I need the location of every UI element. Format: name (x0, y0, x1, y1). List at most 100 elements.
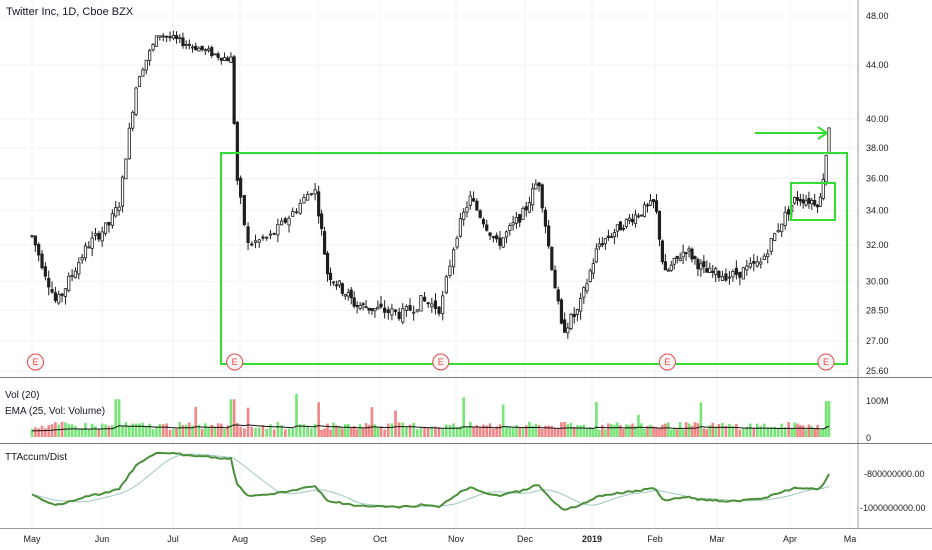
candle (702, 255, 706, 274)
candle (708, 262, 712, 274)
earnings-badge[interactable]: E (27, 353, 44, 371)
volume-bar (97, 428, 101, 437)
volume-bar (819, 429, 822, 437)
candle (727, 270, 732, 285)
candle (612, 228, 616, 245)
volume-bar (511, 427, 515, 437)
candle (67, 272, 71, 293)
volume-bar (544, 425, 547, 437)
candle (741, 266, 745, 280)
price-tick: 30.00 (866, 276, 889, 286)
volume-bar (349, 427, 353, 437)
volume-bar (165, 423, 168, 437)
price-tick: 34.00 (866, 206, 889, 216)
volume-bar (628, 425, 631, 437)
volume-bar (455, 427, 459, 437)
volume-bar (824, 401, 828, 437)
volume-bar (361, 427, 365, 437)
svg-text:E: E (823, 357, 829, 367)
candle (441, 290, 445, 321)
volume-bar (478, 427, 482, 437)
candle (824, 154, 828, 186)
volume-bar (827, 401, 831, 437)
price-tick: 25.60 (866, 366, 889, 376)
earnings-badge[interactable]: E (658, 353, 676, 371)
candle (501, 237, 505, 249)
candle (624, 218, 629, 229)
volume-bar (405, 426, 408, 437)
volume-bar (693, 422, 697, 437)
volume-bar (566, 424, 570, 437)
candle (261, 234, 265, 241)
volume-bar (197, 424, 201, 437)
volume-bar (269, 424, 272, 437)
candle (430, 297, 434, 313)
candle (556, 286, 560, 305)
volume-bar (675, 429, 679, 437)
earnings-badge[interactable]: E (817, 353, 835, 371)
volume-bar (714, 426, 717, 437)
svg-text:E: E (32, 357, 38, 367)
candle (137, 75, 142, 88)
accum-tick-upper: -800000000.00 (864, 469, 925, 479)
candle (376, 300, 380, 310)
svg-text:E: E (232, 357, 238, 367)
volume-bar (731, 425, 735, 437)
volume-bar (390, 423, 394, 437)
earnings-badge[interactable]: E (226, 353, 244, 371)
volume-bar (34, 427, 37, 437)
volume-bar (107, 426, 111, 437)
candle (669, 260, 673, 272)
candle (283, 216, 287, 225)
candle (615, 224, 620, 238)
candle (810, 197, 814, 210)
candle (313, 183, 317, 201)
volume-bar (616, 422, 619, 437)
price-pane[interactable] (0, 0, 858, 377)
price-tick: 32.00 (866, 240, 889, 250)
volume-bar (332, 422, 335, 437)
candle (148, 48, 152, 66)
volume-bar (482, 424, 485, 437)
volume-bar (585, 428, 589, 437)
volume-bar (291, 428, 295, 437)
candle (161, 33, 165, 42)
candle (60, 292, 64, 303)
volume-bar (769, 427, 773, 437)
volume-bar (70, 424, 74, 437)
volume-bar (430, 426, 434, 437)
volume-bar (138, 423, 141, 437)
volume-bar (276, 422, 280, 437)
candle (272, 232, 276, 236)
candle (547, 220, 551, 249)
candle (481, 217, 486, 228)
candle (178, 34, 182, 44)
candle (361, 301, 365, 311)
volume-bar (284, 429, 287, 437)
candle (187, 39, 191, 50)
price-tick: 38.00 (866, 143, 889, 153)
volume-bar (161, 424, 165, 437)
candle (70, 268, 74, 282)
range-box-annotation[interactable] (220, 152, 848, 365)
volume-bar (419, 426, 423, 437)
volume-bar (254, 427, 257, 437)
candle (216, 51, 220, 61)
candle (690, 247, 694, 263)
candle (287, 215, 291, 233)
volume-bar (341, 428, 344, 437)
candle (114, 201, 118, 218)
candle (787, 206, 791, 221)
volume-bar (229, 399, 233, 437)
candle (144, 59, 148, 75)
candle (433, 293, 438, 315)
volume-bar (576, 425, 579, 437)
volume-bar (257, 427, 261, 437)
volume-bar (204, 423, 207, 437)
consolidation-box-annotation[interactable] (790, 182, 836, 221)
candle (349, 286, 353, 305)
arrow-annotation[interactable] (755, 126, 829, 140)
earnings-badge[interactable]: E (432, 353, 450, 371)
